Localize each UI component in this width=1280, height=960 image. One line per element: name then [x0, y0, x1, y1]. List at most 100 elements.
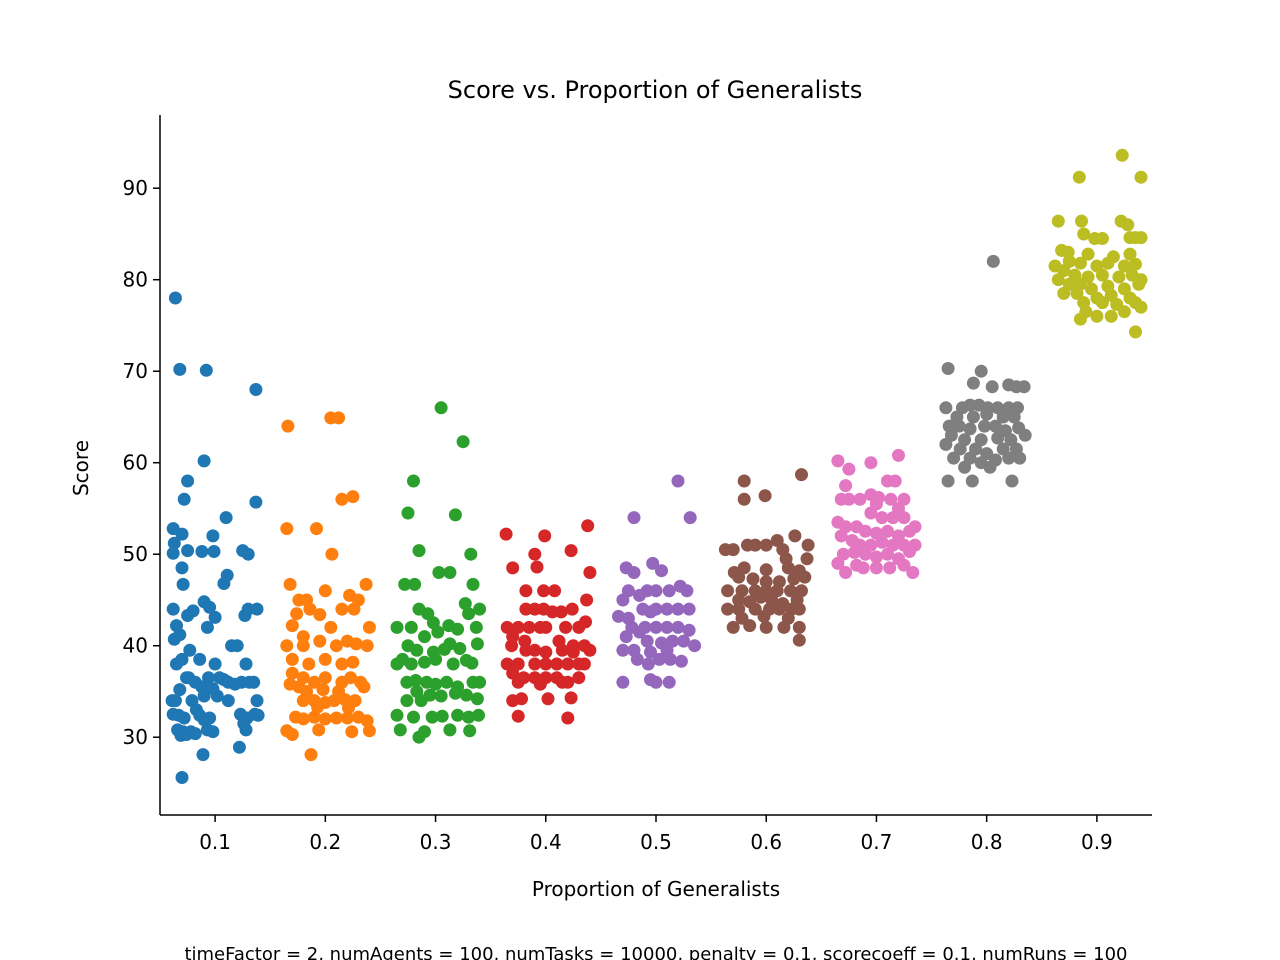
- data-point: [985, 380, 999, 394]
- data-point: [404, 657, 418, 671]
- data-point: [167, 536, 181, 550]
- data-point: [1134, 170, 1148, 184]
- data-point: [662, 675, 676, 689]
- data-point: [663, 652, 677, 666]
- data-point: [434, 401, 448, 415]
- data-point: [407, 474, 420, 488]
- data-point: [795, 468, 808, 482]
- data-point: [304, 748, 318, 762]
- data-point: [554, 605, 568, 619]
- data-point: [627, 511, 641, 525]
- series-7: [831, 448, 922, 579]
- data-point: [329, 639, 343, 653]
- data-point: [966, 376, 980, 390]
- y-tick-label: 30: [123, 725, 148, 749]
- series-4: [499, 519, 597, 725]
- data-point: [577, 657, 591, 671]
- data-point: [886, 511, 900, 525]
- chart-title: Score vs. Proportion of Generalists: [448, 76, 863, 104]
- data-point: [443, 723, 457, 737]
- data-point: [858, 524, 872, 538]
- data-point: [555, 675, 569, 689]
- data-point: [193, 652, 207, 666]
- data-point: [757, 609, 771, 623]
- data-point: [519, 602, 533, 616]
- data-point: [318, 584, 332, 598]
- data-point: [327, 694, 341, 708]
- data-point: [963, 398, 977, 412]
- x-tick-label: 0.3: [420, 830, 452, 854]
- x-tick-label: 0.9: [1081, 830, 1113, 854]
- data-point: [175, 561, 189, 575]
- data-point: [869, 550, 883, 564]
- y-tick-label: 40: [123, 634, 148, 658]
- data-point: [400, 694, 414, 708]
- data-point: [530, 560, 544, 574]
- data-point: [528, 547, 542, 561]
- data-point: [777, 620, 791, 634]
- data-point: [800, 552, 814, 566]
- data-point: [559, 620, 573, 634]
- data-point: [875, 535, 889, 549]
- data-point: [798, 570, 812, 584]
- series-8: [939, 254, 1032, 488]
- data-point: [347, 602, 361, 616]
- data-point: [649, 584, 663, 598]
- data-point: [721, 584, 735, 598]
- data-point: [903, 545, 916, 558]
- data-point: [1115, 148, 1129, 162]
- data-point: [473, 675, 487, 689]
- data-point: [316, 683, 330, 697]
- data-point: [539, 657, 553, 671]
- data-point: [506, 694, 520, 708]
- data-point: [541, 692, 555, 706]
- data-point: [784, 584, 797, 598]
- data-point: [884, 492, 898, 506]
- data-point: [839, 479, 853, 493]
- data-point: [404, 620, 418, 634]
- data-point: [311, 700, 325, 714]
- data-point: [432, 566, 446, 579]
- data-point: [718, 543, 732, 557]
- data-point: [434, 689, 448, 703]
- data-point: [296, 639, 310, 653]
- data-point: [280, 522, 294, 536]
- data-point: [1104, 309, 1118, 323]
- data-point: [519, 584, 533, 598]
- data-point: [732, 593, 746, 607]
- data-point: [459, 688, 473, 702]
- data-point: [674, 654, 688, 668]
- data-point: [759, 538, 773, 552]
- data-point: [458, 597, 472, 611]
- data-point: [506, 561, 520, 575]
- data-point: [210, 689, 224, 703]
- data-point: [401, 506, 415, 520]
- data-point: [677, 634, 691, 648]
- data-point: [616, 643, 630, 657]
- data-point: [759, 620, 773, 634]
- data-point: [1134, 300, 1148, 314]
- data-point: [307, 710, 321, 724]
- x-tick-label: 0.5: [640, 830, 672, 854]
- data-point: [1007, 410, 1021, 424]
- data-point: [680, 584, 694, 598]
- data-point: [175, 771, 189, 784]
- data-point: [989, 419, 1002, 433]
- data-point: [429, 677, 443, 691]
- data-point: [200, 620, 214, 634]
- data-point: [649, 675, 663, 689]
- data-point: [633, 625, 646, 639]
- data-point: [883, 561, 897, 575]
- x-axis-ticks: 0.1 0.2 0.3 0.4 0.5 0.6 0.7 0.8 0.9: [199, 815, 1113, 854]
- data-point: [688, 639, 702, 653]
- data-point: [173, 683, 187, 697]
- series-5: [612, 474, 702, 689]
- data-point: [195, 545, 209, 558]
- data-point: [463, 724, 477, 738]
- data-point: [362, 620, 376, 634]
- data-point: [1112, 270, 1126, 284]
- data-point: [737, 492, 751, 506]
- data-point: [318, 671, 332, 685]
- data-point: [239, 657, 253, 671]
- data-point: [360, 639, 374, 653]
